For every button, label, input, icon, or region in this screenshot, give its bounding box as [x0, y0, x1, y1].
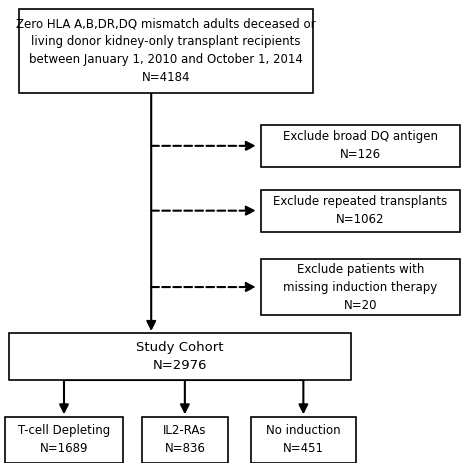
Text: T-cell Depleting
N=1689: T-cell Depleting N=1689 — [18, 425, 110, 455]
Text: Study Cohort
N=2976: Study Cohort N=2976 — [137, 341, 224, 372]
Text: Exclude repeated transplants
N=1062: Exclude repeated transplants N=1062 — [273, 195, 447, 226]
FancyBboxPatch shape — [251, 417, 356, 463]
FancyBboxPatch shape — [9, 333, 351, 380]
FancyBboxPatch shape — [261, 190, 460, 232]
FancyBboxPatch shape — [5, 417, 123, 463]
Text: Zero HLA A,B,DR,DQ mismatch adults deceased or
living donor kidney-only transpla: Zero HLA A,B,DR,DQ mismatch adults decea… — [16, 18, 316, 84]
Text: Exclude patients with
missing induction therapy
N=20: Exclude patients with missing induction … — [283, 263, 438, 312]
FancyBboxPatch shape — [142, 417, 228, 463]
FancyBboxPatch shape — [261, 125, 460, 167]
Text: IL2-RAs
N=836: IL2-RAs N=836 — [163, 425, 207, 455]
Text: No induction
N=451: No induction N=451 — [266, 425, 341, 455]
FancyBboxPatch shape — [261, 259, 460, 315]
Text: Exclude broad DQ antigen
N=126: Exclude broad DQ antigen N=126 — [283, 131, 438, 161]
FancyBboxPatch shape — [19, 9, 313, 93]
